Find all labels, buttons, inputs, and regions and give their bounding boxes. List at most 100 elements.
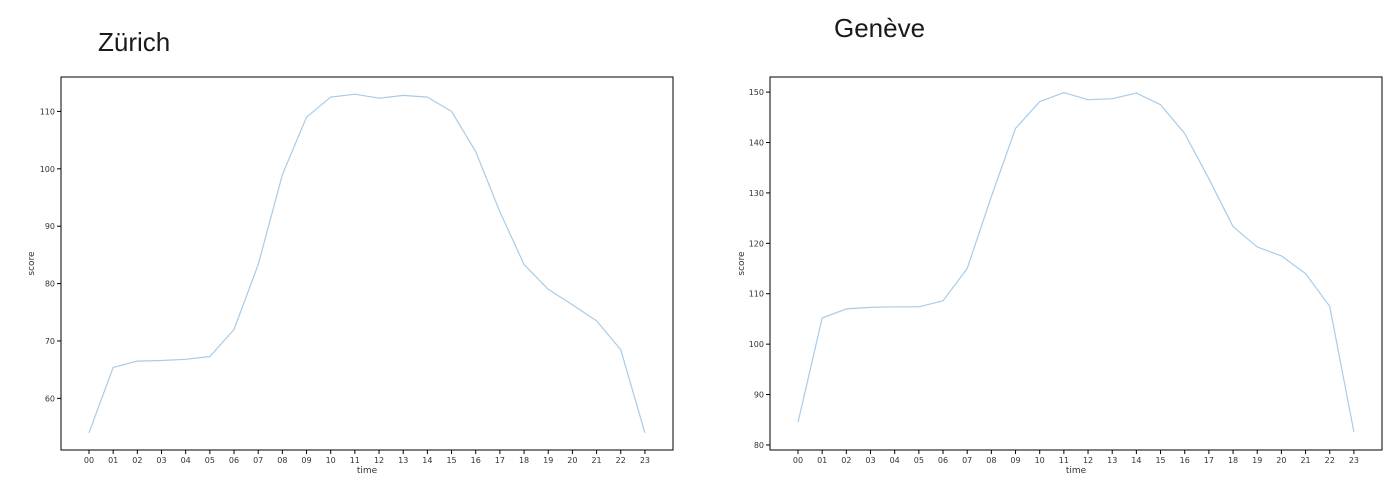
data-point-geneve (1281, 255, 1283, 257)
x-tick-label-geneve: 08 (986, 456, 996, 465)
data-point-zurich (402, 95, 404, 97)
data-point-zurich (451, 111, 453, 113)
x-tick-label-geneve: 14 (1131, 456, 1141, 465)
data-point-geneve (1232, 226, 1234, 228)
x-tick-label-geneve: 10 (1035, 456, 1045, 465)
y-tick-label-geneve: 100 (749, 340, 764, 349)
data-point-geneve (1039, 101, 1041, 103)
y-tick-label-zurich: 80 (45, 280, 55, 289)
y-tick-label-geneve: 150 (749, 88, 764, 97)
data-point-geneve (991, 196, 993, 198)
data-point-zurich (257, 264, 259, 266)
y-tick-label-geneve: 80 (754, 441, 764, 450)
x-tick-label-geneve: 07 (962, 456, 972, 465)
data-point-geneve (1329, 306, 1331, 308)
x-tick-label-geneve: 02 (841, 456, 851, 465)
data-point-geneve (846, 308, 848, 310)
x-tick-label-zurich: 02 (132, 456, 142, 465)
x-tick-label-zurich: 00 (84, 456, 94, 465)
x-tick-label-zurich: 22 (616, 456, 626, 465)
y-tick-label-zurich: 60 (45, 394, 55, 403)
y-tick-label-zurich: 100 (40, 165, 55, 174)
x-tick-label-zurich: 18 (519, 456, 529, 465)
plot-frame-geneve (769, 76, 1383, 451)
data-point-zurich (499, 211, 501, 213)
x-tick-label-zurich: 13 (398, 456, 408, 465)
data-point-geneve (1353, 431, 1355, 433)
chart-title-geneve: Genève (834, 13, 926, 43)
x-tick-label-geneve: 22 (1325, 456, 1335, 465)
x-tick-label-geneve: 17 (1204, 456, 1214, 465)
y-tick-label-geneve: 130 (749, 189, 764, 198)
data-point-geneve (821, 317, 823, 319)
data-point-zurich (282, 174, 284, 176)
data-point-geneve (966, 268, 968, 270)
x-tick-label-zurich: 06 (229, 456, 239, 465)
x-tick-label-zurich: 08 (277, 456, 287, 465)
y-tick-label-geneve: 120 (749, 239, 764, 248)
x-tick-label-zurich: 20 (567, 456, 577, 465)
x-tick-label-zurich: 09 (301, 456, 311, 465)
x-tick-label-zurich: 01 (108, 456, 118, 465)
y-tick-label-geneve: 140 (749, 139, 764, 148)
data-point-zurich (572, 304, 574, 306)
x-tick-label-zurich: 17 (495, 456, 505, 465)
x-tick-label-zurich: 12 (374, 456, 384, 465)
data-point-zurich (161, 360, 163, 362)
y-tick-label-zurich: 70 (45, 337, 55, 346)
y-axis-label-zurich: score (27, 251, 37, 276)
data-point-geneve (1015, 128, 1017, 130)
x-tick-label-geneve: 06 (938, 456, 948, 465)
x-tick-label-geneve: 20 (1276, 456, 1286, 465)
x-tick-label-geneve: 03 (865, 456, 875, 465)
series-line-geneve (797, 91, 1355, 433)
data-point-geneve (1305, 273, 1307, 275)
x-tick-label-zurich: 14 (422, 456, 432, 465)
x-tick-label-zurich: 03 (156, 456, 166, 465)
x-tick-label-zurich: 21 (591, 456, 601, 465)
chart-zurich: 60 70 80 90 100 110 00 01 02 03 04 05 06 07 08 09 10 11 12… (27, 76, 674, 476)
y-tick-label-geneve: 90 (754, 391, 764, 400)
data-point-geneve (1063, 92, 1065, 94)
x-tick-label-zurich: 10 (326, 456, 336, 465)
data-point-geneve (894, 306, 896, 308)
data-point-zurich (233, 329, 235, 331)
chart-title-zurich: Zürich (98, 27, 171, 57)
data-point-zurich (209, 356, 211, 358)
x-tick-label-geneve: 11 (1059, 456, 1069, 465)
x-axis-label-geneve: time (1066, 466, 1087, 476)
data-point-geneve (1184, 133, 1186, 135)
y-tick-label-geneve: 110 (749, 290, 764, 299)
data-point-zurich (620, 349, 622, 351)
x-tick-label-geneve: 04 (890, 456, 900, 465)
x-tick-label-zurich: 19 (543, 456, 553, 465)
x-tick-label-geneve: 12 (1083, 456, 1093, 465)
x-tick-label-geneve: 05 (914, 456, 924, 465)
x-tick-label-zurich: 15 (446, 456, 456, 465)
x-tick-label-geneve: 13 (1107, 456, 1117, 465)
data-point-geneve (1160, 104, 1162, 106)
data-point-zurich (523, 264, 525, 266)
data-point-geneve (1111, 98, 1113, 100)
chart-geneve: 80 90 100 110 120 130 140 150 00 01 02 03 04 05 06 07 08… (737, 76, 1383, 476)
data-point-zurich (475, 151, 477, 153)
data-point-zurich (137, 360, 139, 362)
x-tick-label-geneve: 21 (1300, 456, 1310, 465)
x-tick-label-geneve: 01 (817, 456, 827, 465)
data-point-zurich (644, 432, 646, 434)
data-point-geneve (797, 421, 799, 423)
x-tick-label-geneve: 00 (793, 456, 803, 465)
plot-frame-zurich (60, 76, 674, 451)
data-point-zurich (330, 96, 332, 98)
x-tick-label-zurich: 23 (640, 456, 650, 465)
x-tick-label-zurich: 04 (181, 456, 191, 465)
data-point-zurich (596, 320, 598, 322)
x-tick-label-zurich: 16 (471, 456, 481, 465)
data-point-zurich (354, 93, 356, 95)
data-point-zurich (306, 116, 308, 118)
x-tick-label-zurich: 11 (350, 456, 360, 465)
y-tick-label-zurich: 90 (45, 222, 55, 231)
data-point-geneve (918, 306, 920, 308)
y-tick-label-zurich: 110 (40, 107, 55, 116)
